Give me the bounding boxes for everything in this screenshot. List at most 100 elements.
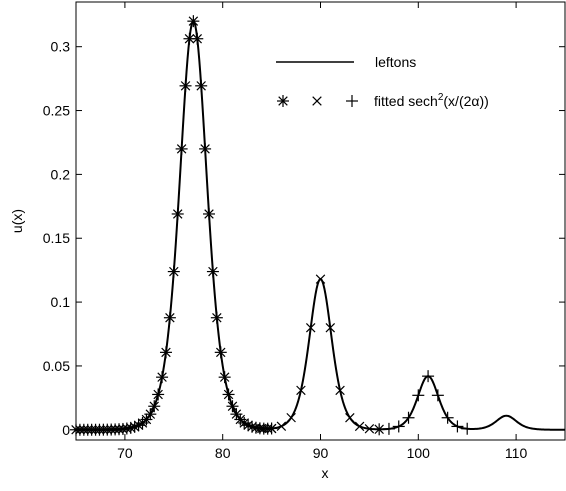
x-marker-stroke: [364, 424, 375, 434]
plus-marker: [451, 420, 464, 433]
plus-marker: [431, 389, 444, 402]
asterisk-marker: [191, 32, 204, 45]
asterisk-marker: [156, 371, 169, 384]
x-axis-label: x: [322, 465, 329, 481]
plus-marker: [441, 411, 454, 424]
asterisk-marker-stroke: [204, 209, 214, 219]
asterisk-marker-stroke: [165, 312, 175, 323]
y-tick-label: 0.25: [43, 103, 70, 119]
y-tick-label: 0.05: [43, 358, 70, 374]
legend-label-fitted-suffix: (x/(2α)): [443, 93, 488, 109]
y-tick-label: 0: [62, 422, 70, 438]
x-marker-stroke: [257, 423, 267, 434]
x-marker-stroke: [335, 385, 345, 396]
legend-label-fitted-sup: 2: [438, 92, 444, 103]
asterisk-marker: [199, 142, 212, 155]
plus-marker: [412, 389, 425, 402]
x-marker: [345, 412, 355, 423]
asterisk-marker-stroke: [153, 389, 163, 400]
x-marker: [296, 385, 306, 396]
asterisk-marker: [222, 388, 235, 401]
asterisk-marker-stroke: [149, 401, 159, 411]
asterisk-marker-stroke: [176, 144, 187, 154]
x-marker: [276, 421, 287, 431]
series-leftons: [76, 19, 565, 431]
asterisk-marker: [159, 346, 172, 359]
asterisk-marker-stroke: [196, 81, 206, 91]
asterisk-marker: [277, 95, 289, 107]
x-marker-stroke: [276, 421, 287, 431]
x-marker-stroke: [296, 385, 306, 396]
x-marker: [335, 385, 345, 396]
plus-marker: [422, 370, 435, 383]
x-marker: [354, 421, 365, 432]
asterisk-marker-stroke: [231, 409, 242, 419]
asterisk-marker: [179, 79, 192, 92]
y-axis-ticks: 0 0.05 0.1 0.15 0.2 0.25 0.3: [43, 39, 565, 438]
plot-border: [75, 1, 566, 441]
asterisk-marker-stroke: [247, 422, 257, 432]
asterisk-marker-stroke: [157, 372, 167, 382]
legend-label-fitted: fitted sech2(x/(2α)): [374, 92, 489, 109]
asterisk-marker: [163, 311, 176, 324]
asterisk-marker: [195, 79, 208, 92]
x-tick-label: 90: [313, 445, 329, 461]
asterisk-marker: [203, 207, 216, 220]
x-marker: [312, 96, 322, 106]
y-axis-label: u(x): [9, 209, 25, 233]
y-tick-label: 0.2: [51, 166, 71, 182]
x-marker: [315, 274, 326, 284]
y-tick-label: 0.3: [51, 39, 71, 55]
asterisk-marker-stroke: [219, 372, 230, 382]
x-marker-stroke: [315, 274, 326, 284]
legend-label-fitted-prefix: fitted sech: [374, 93, 438, 109]
asterisk-marker: [152, 388, 165, 401]
x-marker: [266, 423, 277, 434]
asterisk-marker-stroke: [208, 266, 218, 277]
asterisk-marker: [144, 408, 157, 421]
series-fitted-markers: [70, 15, 474, 436]
x-marker-stroke: [345, 412, 355, 423]
x-marker: [325, 323, 336, 333]
plus-marker: [392, 420, 405, 433]
asterisk-marker-stroke: [212, 312, 222, 323]
asterisk-marker: [148, 400, 161, 413]
asterisk-marker-stroke: [161, 347, 171, 358]
asterisk-marker-stroke: [172, 209, 183, 219]
x-marker-stroke: [312, 96, 322, 106]
x-marker-stroke: [286, 412, 296, 423]
asterisk-marker-stroke: [215, 347, 226, 358]
asterisk-marker-stroke: [180, 81, 191, 91]
asterisk-marker-stroke: [145, 409, 156, 419]
plot-frame: [75, 1, 566, 441]
x-marker-stroke: [325, 323, 336, 333]
x-marker: [286, 412, 296, 423]
asterisk-marker-stroke: [223, 389, 234, 400]
x-tick-label: 80: [215, 445, 231, 461]
asterisk-marker-stroke: [169, 266, 179, 277]
asterisk-marker: [171, 207, 184, 220]
asterisk-marker: [206, 265, 219, 278]
asterisk-marker: [210, 311, 223, 324]
asterisk-marker-stroke: [141, 414, 152, 425]
asterisk-marker: [175, 142, 188, 155]
asterisk-marker-stroke: [239, 418, 249, 428]
plus-marker: [382, 422, 395, 435]
asterisk-marker-stroke: [188, 16, 199, 26]
legend-marker-swatches: [277, 95, 358, 107]
leftons-line: [76, 19, 565, 431]
legend-label-leftons: leftons: [375, 54, 416, 70]
x-marker: [364, 424, 375, 434]
x-tick-label: 70: [117, 445, 133, 461]
x-marker-stroke: [266, 423, 277, 434]
x-tick-label: 100: [407, 445, 431, 461]
asterisk-marker-stroke: [122, 423, 132, 434]
x-marker-stroke: [354, 421, 365, 432]
asterisk-marker: [218, 371, 231, 384]
plus-marker: [402, 411, 415, 424]
x-marker-stroke: [305, 323, 316, 333]
x-axis-ticks: 70 80 90 100 110: [117, 2, 527, 461]
asterisk-marker-stroke: [184, 33, 195, 44]
